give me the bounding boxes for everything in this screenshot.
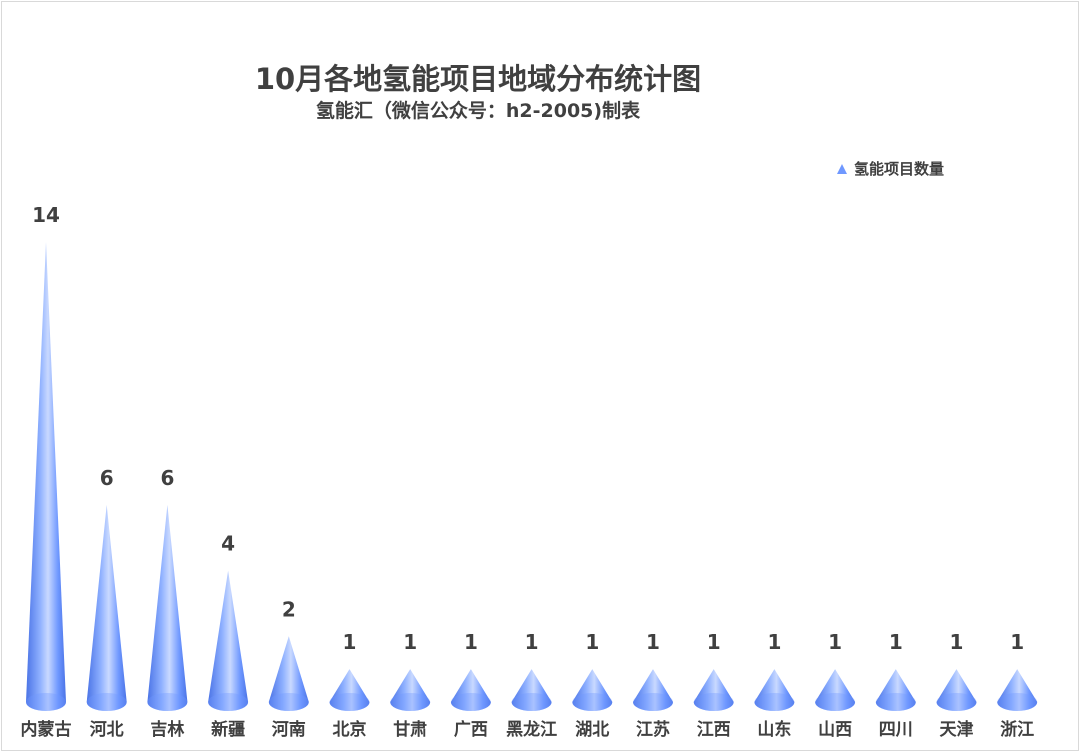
x-tick-广西: 广西 <box>454 719 488 740</box>
x-tick-黑龙江: 黑龙江 <box>506 719 557 740</box>
bar-湖北 <box>572 669 613 711</box>
bar-吉林 <box>147 504 188 711</box>
x-tick-新疆: 新疆 <box>211 719 245 740</box>
x-tick-北京: 北京 <box>333 719 367 740</box>
chart-legend: 氢能项目数量 <box>836 158 944 179</box>
data-label-四川: 1 <box>889 630 903 654</box>
data-label-吉林: 6 <box>160 466 174 490</box>
x-tick-河南: 河南 <box>272 719 306 740</box>
chart-subtitle: 氢能汇（微信公众号：h2-2005)制表 <box>315 100 641 122</box>
bar-四川 <box>875 669 916 711</box>
x-tick-江苏: 江苏 <box>636 719 670 740</box>
x-tick-四川: 四川 <box>879 720 913 740</box>
data-label-黑龙江: 1 <box>525 630 539 654</box>
x-tick-河北: 河北 <box>90 720 124 740</box>
legend-label: 氢能项目数量 <box>854 160 945 178</box>
x-tick-浙江: 浙江 <box>1000 719 1034 740</box>
x-tick-江西: 江西 <box>697 720 731 740</box>
bar-北京 <box>329 669 370 711</box>
chart-title: 10月各地氢能项目地域分布统计图 <box>254 62 702 96</box>
data-label-广西: 1 <box>464 630 478 654</box>
data-label-甘肃: 1 <box>403 630 417 654</box>
x-tick-天津: 天津 <box>940 719 974 740</box>
bar-广西 <box>450 669 491 711</box>
data-label-天津: 1 <box>950 630 964 654</box>
bar-浙江 <box>997 669 1038 711</box>
bar-新疆 <box>208 570 249 711</box>
x-tick-山西: 山西 <box>818 720 852 740</box>
data-label-山西: 1 <box>828 630 842 654</box>
bar-山西 <box>815 669 856 711</box>
legend-cone-icon <box>837 163 847 174</box>
bar-山东 <box>754 669 795 711</box>
bar-河南 <box>268 636 309 711</box>
bar-河北 <box>86 504 127 711</box>
bar-天津 <box>936 669 977 711</box>
x-tick-山东: 山东 <box>757 719 791 740</box>
data-label-河北: 6 <box>100 466 114 490</box>
data-label-江苏: 1 <box>646 630 660 654</box>
x-tick-湖北: 湖北 <box>575 720 609 740</box>
x-tick-内蒙古: 内蒙古 <box>21 719 72 740</box>
data-label-内蒙古: 14 <box>32 203 60 227</box>
data-label-江西: 1 <box>707 630 721 654</box>
bar-黑龙江 <box>511 669 552 711</box>
bar-内蒙古 <box>26 242 66 711</box>
data-label-湖北: 1 <box>585 630 599 654</box>
bar-甘肃 <box>390 669 431 711</box>
bar-江西 <box>693 669 734 711</box>
data-label-新疆: 4 <box>221 532 235 556</box>
x-tick-甘肃: 甘肃 <box>393 719 427 740</box>
data-label-山东: 1 <box>767 630 781 654</box>
x-tick-吉林: 吉林 <box>150 719 184 740</box>
data-label-北京: 1 <box>343 630 357 654</box>
bar-江苏 <box>633 669 673 711</box>
data-label-河南: 2 <box>282 597 296 621</box>
data-label-浙江: 1 <box>1010 630 1024 654</box>
